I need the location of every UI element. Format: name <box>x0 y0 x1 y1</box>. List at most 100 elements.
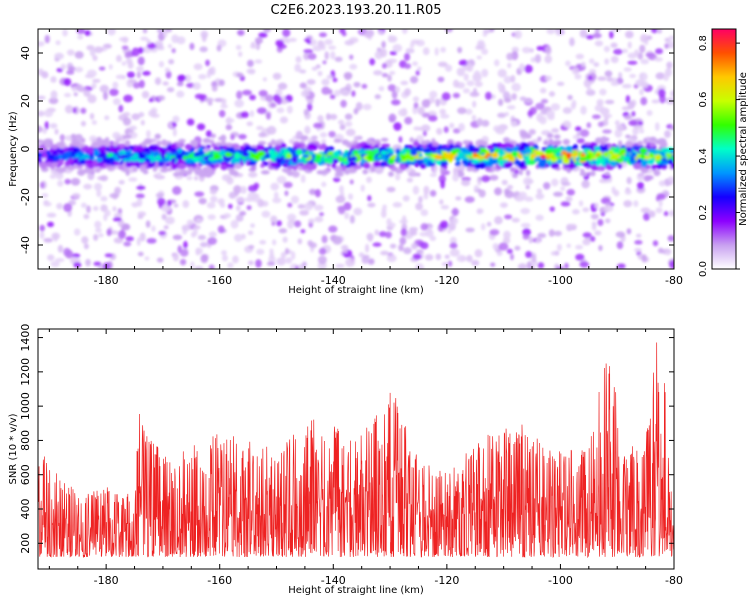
snr-series-line <box>38 342 674 559</box>
spectrogram-cell <box>192 157 199 163</box>
spectrogram-cell <box>358 252 365 258</box>
spectrogram-cell <box>255 259 262 268</box>
spectrogram-cell <box>83 243 89 250</box>
spectrogram-cell <box>466 80 475 87</box>
spectrogram-cell <box>409 137 414 143</box>
spectrogram-cell <box>47 254 55 261</box>
spectrogram-cell <box>92 160 98 166</box>
spectrogram-cell <box>125 236 134 242</box>
spectrogram-cell <box>586 122 592 129</box>
spectrogram-cell <box>382 204 387 210</box>
spectrogram-cell <box>103 141 111 147</box>
spectrogram-cell <box>334 172 344 177</box>
spectrogram-cell <box>146 237 157 244</box>
spectrogram-cell <box>73 228 81 236</box>
spectrogram-cell <box>639 128 645 134</box>
spectrogram-cell <box>319 32 327 38</box>
spectrogram-cell <box>271 139 276 145</box>
spectrogram-cell <box>389 70 396 75</box>
spectrogram-cell <box>481 48 489 55</box>
spectrogram-cell <box>552 148 558 155</box>
spectrogram-cell <box>424 254 434 261</box>
spectrogram-cell <box>369 58 376 66</box>
spectrogram-cell <box>418 195 423 204</box>
spectrogram-cell <box>181 224 192 231</box>
spectrogram-cell <box>563 146 573 153</box>
spectrogram-cell <box>236 72 244 78</box>
spectrogram-cell <box>220 104 228 109</box>
spectrogram-cell <box>439 167 445 172</box>
spectrogram-cell <box>314 154 322 160</box>
spectrogram-cell <box>67 66 76 72</box>
spectrogram-cell <box>344 113 353 120</box>
spectrogram-cell <box>205 130 212 138</box>
spectrogram-cell <box>235 197 246 203</box>
spectrogram-cell <box>285 257 293 264</box>
spectrogram-cell <box>321 78 330 86</box>
spectrogram-cell <box>107 29 116 36</box>
spectrogram-cell <box>560 186 566 191</box>
spectrogram-cell <box>665 152 672 157</box>
spectrogram-cell <box>497 81 503 91</box>
spectrogram-cell <box>366 232 374 241</box>
spectrogram-cell <box>611 29 621 33</box>
spectrogram-cell <box>580 105 587 115</box>
spectrogram-cell <box>464 196 475 203</box>
spectrogram-cell <box>276 96 283 105</box>
spectrogram-cell <box>288 139 295 144</box>
spectrogram-cell <box>441 92 451 101</box>
spectrogram-cell <box>582 238 591 246</box>
spectrogram-cell <box>614 120 620 126</box>
spectrogram-cell <box>146 39 151 44</box>
spectrogram-cell <box>122 36 129 44</box>
spectrogram-cell <box>658 180 666 187</box>
spectrogram-cell <box>398 244 404 252</box>
spectrogram-cell <box>51 232 61 240</box>
spectrogram-cell <box>165 70 172 79</box>
spectrogram-cell <box>307 102 313 112</box>
spectrogram-cell <box>227 164 236 168</box>
spectrogram-cell <box>179 249 189 257</box>
spectrogram-cell <box>138 111 145 118</box>
spectrogram-cell <box>318 247 327 255</box>
spectrogram-cell <box>421 112 430 118</box>
spectrogram-cell <box>54 167 61 172</box>
spectrogram-cell <box>560 201 571 207</box>
spectrogram-cell <box>655 207 663 214</box>
spectrogram-cell <box>328 146 334 151</box>
spectrogram-cell <box>248 68 256 75</box>
x-tick-label: -140 <box>321 574 346 587</box>
spectrogram-cell <box>38 125 43 133</box>
spectrogram-cell <box>575 244 584 250</box>
spectrogram-cell <box>63 247 71 257</box>
y-tick-label: 1000 <box>19 392 32 420</box>
spectrogram-cell <box>304 202 314 211</box>
spectrogram-cell <box>62 29 68 37</box>
spectrogram-cell <box>565 60 571 67</box>
spectrogram-cell <box>349 156 358 161</box>
spectrogram-cell <box>435 158 442 166</box>
spectrogram-cell <box>548 229 555 237</box>
spectrogram-cell <box>432 165 438 174</box>
spectrogram-cell <box>589 69 597 75</box>
spectrogram-cell <box>163 31 168 38</box>
spectrogram-cell <box>160 151 167 156</box>
spectrogram-cell <box>163 225 169 230</box>
spectrogram-cell <box>609 30 614 39</box>
y-tick-label: 1200 <box>19 358 32 386</box>
spectrogram-cell <box>234 233 243 242</box>
spectrogram-cell <box>204 97 214 103</box>
spectrogram-cell <box>57 180 64 187</box>
spectrogram-cell <box>410 168 416 176</box>
spectrogram-cell <box>517 146 526 152</box>
spectrogram-cell <box>405 47 415 54</box>
spectrogram-cell <box>621 83 632 89</box>
spectrogram-cell <box>622 48 628 54</box>
spectrogram-cell <box>225 124 233 131</box>
spectrogram-cell <box>392 44 403 53</box>
spectrogram-cell <box>367 202 376 208</box>
spectrogram-cell <box>399 154 406 160</box>
spectrogram-cell <box>379 162 386 167</box>
spectrogram-cell <box>458 59 469 66</box>
spectrogram-cell <box>194 93 204 100</box>
